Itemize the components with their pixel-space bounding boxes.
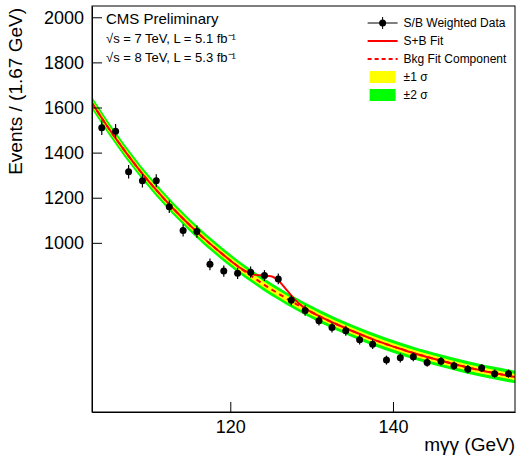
x-tick-label: 140 [378,417,408,437]
data-point [328,324,335,331]
legend-swatch [379,20,386,27]
data-point [356,336,363,343]
data-point [302,307,309,314]
y-axis-title: Events / (1.67 GeV) [5,8,26,175]
data-point [261,272,268,279]
data-point [450,362,457,369]
x-axis-title: mγγ (GeV) [424,434,515,455]
y-tick-mark [92,243,102,244]
legend-swatch [370,71,396,83]
y-tick: 2000 [44,8,102,28]
data-point [247,269,254,276]
y-tick-label: 1600 [44,98,84,118]
x-tick: 140 [378,402,408,437]
chart: 120 140 1000 1200 1400 1600 1800 2000 Events / (… [0,0,523,458]
background [0,0,523,458]
data-point [491,370,498,377]
plot-frame [92,6,515,412]
y-tick-label: 1400 [44,143,84,163]
y-tick-label: 1200 [44,188,84,208]
sigma-band [92,97,515,384]
annotation: CMS Preliminary [106,10,219,27]
x-axis: 120 140 [93,402,516,437]
sigma-band [92,100,515,380]
data-point [424,359,431,366]
y-tick-label: 2000 [44,8,84,28]
data-point [125,168,132,175]
data-point [464,366,471,373]
x-axis-line [93,412,516,413]
y-tick-mark [92,153,102,154]
plot-area [92,97,515,384]
data-point [397,354,404,361]
annotation: √s = 8 TeV, L = 5.3 fb⁻¹ [106,50,237,65]
legend-label: Bkg Fit Component [404,52,507,66]
fit-line [92,103,515,377]
y-tick: 1000 [44,233,102,253]
y-tick-mark [92,198,102,199]
annotation: √s = 7 TeV, L = 5.1 fb⁻¹ [106,31,237,46]
data-point [139,177,146,184]
legend-label: ±1 σ [404,70,429,84]
legend-label: ±2 σ [404,88,429,102]
y-tick: 1800 [44,53,102,73]
data-point [437,358,444,365]
y-tick: 1200 [44,188,102,208]
y-axis-line [92,7,93,413]
data-point [410,353,417,360]
data-point [315,317,322,324]
data-point [234,270,241,277]
y-tick: 1600 [44,98,102,118]
data-point [288,297,295,304]
y-tick: 1400 [44,143,102,163]
bkg-fit-line [92,103,515,377]
data-point [275,275,282,282]
x-tick-label: 120 [216,417,246,437]
data-point [369,341,376,348]
data-point [193,228,200,235]
data-point [112,128,119,135]
legend-swatch [368,40,398,42]
legend-swatch [368,58,398,60]
y-tick-label: 1800 [44,53,84,73]
data-point [206,261,213,268]
legend-label: S/B Weighted Data [404,16,506,30]
data-point [166,203,173,210]
data-point [505,370,512,377]
y-tick-mark [92,17,102,18]
legend: S/B Weighted Data S+B Fit Bkg Fit Componen… [368,16,507,102]
legend-swatch [370,89,396,101]
x-tick-mark [230,402,231,412]
data-point [478,365,485,372]
data-point [342,327,349,334]
x-tick: 120 [216,402,246,437]
data-point [383,357,390,364]
data-point [153,177,160,184]
y-tick-label: 1000 [44,233,84,253]
data-point [220,268,227,275]
x-tick-mark [393,402,394,412]
data-point [98,124,105,131]
y-tick-mark [92,62,102,63]
y-axis: 1000 1200 1400 1600 1800 2000 [44,7,102,413]
y-tick-mark [92,108,102,109]
data-point [180,227,187,234]
legend-label: S+B Fit [404,34,444,48]
